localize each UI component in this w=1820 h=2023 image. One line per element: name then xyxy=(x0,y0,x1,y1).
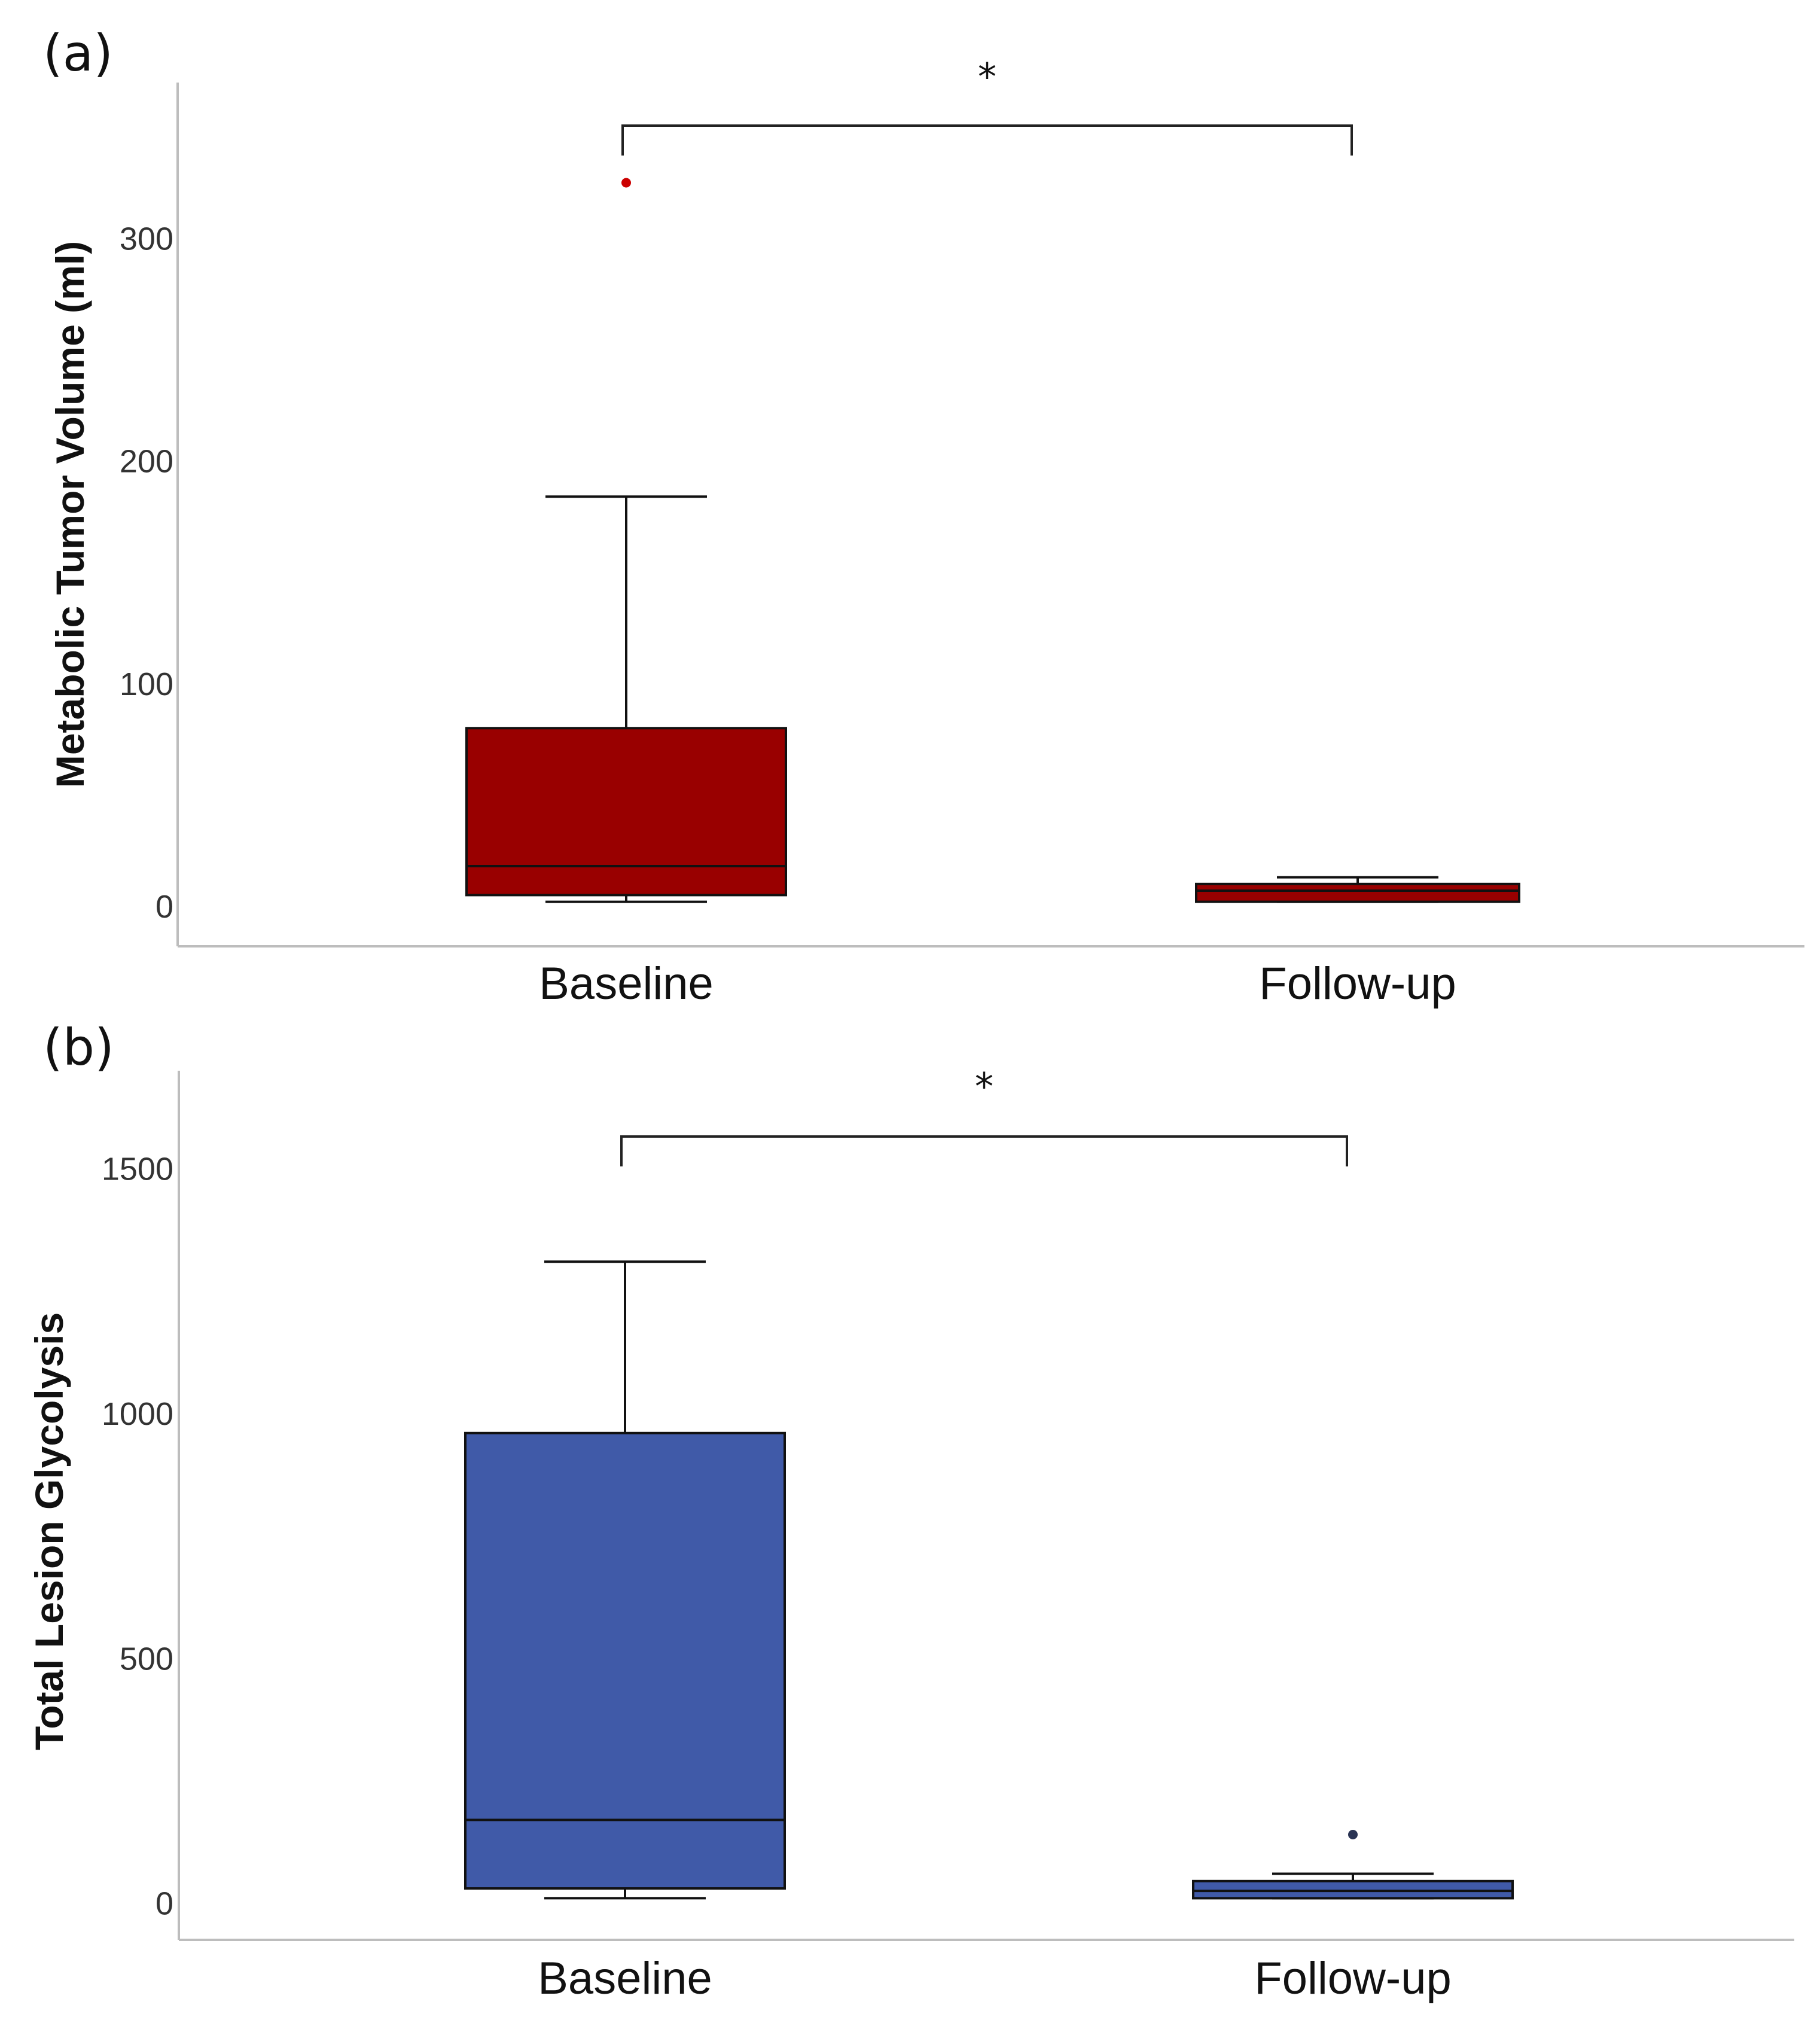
outlier-point xyxy=(621,178,631,188)
box-iqr xyxy=(465,727,787,897)
significance-label: * xyxy=(975,1065,993,1108)
y-ticks: 0 100 200 300 xyxy=(120,221,173,925)
y-tick-label: 300 xyxy=(120,221,173,257)
bracket-line xyxy=(620,1135,1348,1166)
panel-b: (b) Total Lesion Glycolysis 0 500 1000 1500… xyxy=(27,1018,1794,2004)
significance-bracket: * xyxy=(621,55,1353,156)
significance-label: * xyxy=(978,55,996,99)
y-tick-label: 100 xyxy=(120,666,173,702)
panel-label: (a) xyxy=(43,24,113,83)
y-axis-title: Metabolic Tumor Volume (ml) xyxy=(48,241,92,788)
category-label-follow-up: Follow-up xyxy=(1254,1953,1451,2004)
y-tick-label: 1500 xyxy=(102,1151,173,1187)
category-label-baseline: Baseline xyxy=(539,958,714,1009)
y-tick-label: 500 xyxy=(120,1641,173,1677)
panel-a: (a) Metabolic Tumor Volume (ml) 0 100 200 3… xyxy=(43,24,1804,1009)
significance-bracket: * xyxy=(620,1065,1348,1166)
box-follow-up xyxy=(1195,876,1520,903)
outlier-point xyxy=(1348,1830,1358,1840)
box-iqr xyxy=(1192,1879,1514,1900)
y-ticks: 0 500 1000 1500 xyxy=(102,1151,173,1922)
category-label-follow-up: Follow-up xyxy=(1259,958,1456,1009)
panel-label: (b) xyxy=(43,1018,114,1077)
box-baseline xyxy=(465,178,787,903)
y-tick-label: 1000 xyxy=(102,1396,173,1432)
box-iqr xyxy=(1195,882,1520,903)
boxes xyxy=(465,178,1520,903)
box-baseline xyxy=(464,1260,786,1900)
y-axis-title: Total Lesion Glycolysis xyxy=(27,1312,71,1750)
box-follow-up xyxy=(1192,1830,1514,1900)
y-tick-label: 0 xyxy=(156,1886,173,1922)
category-label-baseline: Baseline xyxy=(538,1953,712,2004)
box-iqr xyxy=(464,1431,786,1890)
y-tick-label: 0 xyxy=(156,889,173,925)
y-tick-label: 200 xyxy=(120,444,173,480)
boxes xyxy=(464,1260,1514,1900)
bracket-line xyxy=(621,124,1353,156)
